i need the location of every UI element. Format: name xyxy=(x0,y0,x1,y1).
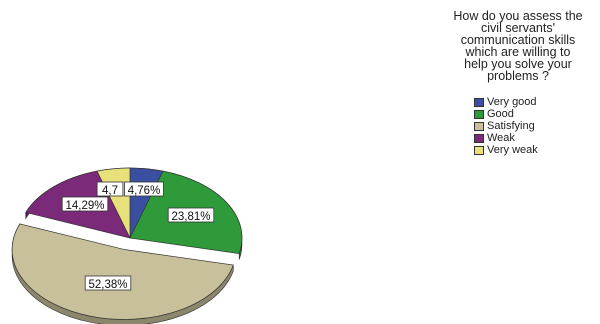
legend-swatch xyxy=(474,145,484,155)
legend-label: Weak xyxy=(487,132,515,144)
chart-legend: Very good Good Satisfying Weak Very weak xyxy=(474,96,538,156)
data-label: 14,29% xyxy=(65,200,104,212)
legend-label: Good xyxy=(487,108,514,120)
data-label: 4,76% xyxy=(128,185,161,197)
data-labels: 4,76% 23,81% 52,38% 14,29% 4,7 xyxy=(61,181,215,291)
chart-title-line: problems ? xyxy=(487,69,549,83)
legend-item: Good xyxy=(474,108,538,120)
legend-swatch xyxy=(474,109,484,119)
pie-slice-satisfying xyxy=(11,223,234,320)
legend-label: Very good xyxy=(487,96,537,108)
legend-swatch xyxy=(474,133,484,143)
data-label-box xyxy=(84,275,132,291)
legend-item: Weak xyxy=(474,132,538,144)
legend-swatch xyxy=(474,121,484,131)
chart-title: How do you assess the civil servants' co… xyxy=(420,9,600,83)
chart-title-line: civil servants' xyxy=(481,21,555,35)
legend-item: Satisfying xyxy=(474,120,538,132)
legend-label: Satisfying xyxy=(487,120,535,132)
data-label: 23,81% xyxy=(171,211,210,223)
chart-title-line: How do you assess the xyxy=(453,9,583,23)
data-label-box xyxy=(61,196,109,212)
data-label-box xyxy=(167,207,215,223)
data-label: 52,38% xyxy=(88,279,127,291)
legend-item: Very good xyxy=(474,96,538,108)
data-label-box xyxy=(96,181,124,197)
data-label: 4,7 xyxy=(102,185,118,197)
chart-title-line: which are willing to xyxy=(465,45,571,59)
legend-label: Very weak xyxy=(487,144,538,156)
legend-swatch xyxy=(474,97,484,107)
data-label-box xyxy=(124,181,164,197)
legend-item: Very weak xyxy=(474,144,538,156)
chart-title-line: help you solve your xyxy=(464,57,572,71)
chart-title-line: communication skills xyxy=(460,33,576,47)
